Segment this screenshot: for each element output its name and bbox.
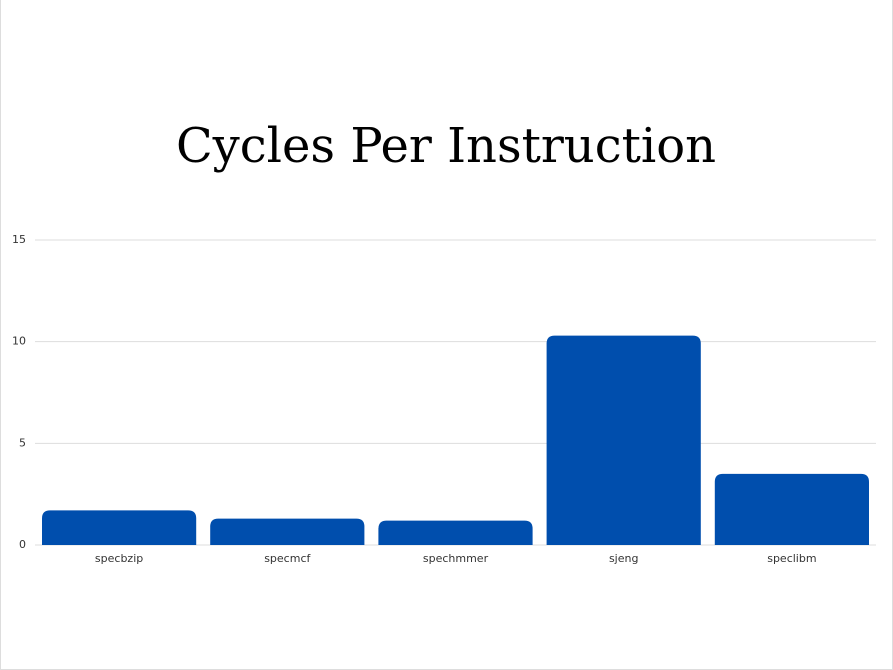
- y-tick-label: 5: [19, 436, 26, 449]
- y-tick-label: 0: [19, 538, 26, 551]
- y-tick-label: 15: [12, 233, 26, 246]
- bar: [378, 520, 533, 545]
- bar: [714, 473, 869, 545]
- x-tick-label: sjeng: [609, 552, 639, 565]
- x-tick-label: speclibm: [767, 552, 816, 565]
- x-tick-label: specbzip: [95, 552, 143, 565]
- bar: [546, 335, 701, 545]
- y-tick-label: 10: [12, 335, 26, 348]
- x-tick-label: specmcf: [264, 552, 311, 565]
- bar: [210, 518, 365, 545]
- chart-title: Cycles Per Instruction: [176, 118, 716, 174]
- x-tick-label: spechmmer: [423, 552, 489, 565]
- bar: [42, 510, 197, 545]
